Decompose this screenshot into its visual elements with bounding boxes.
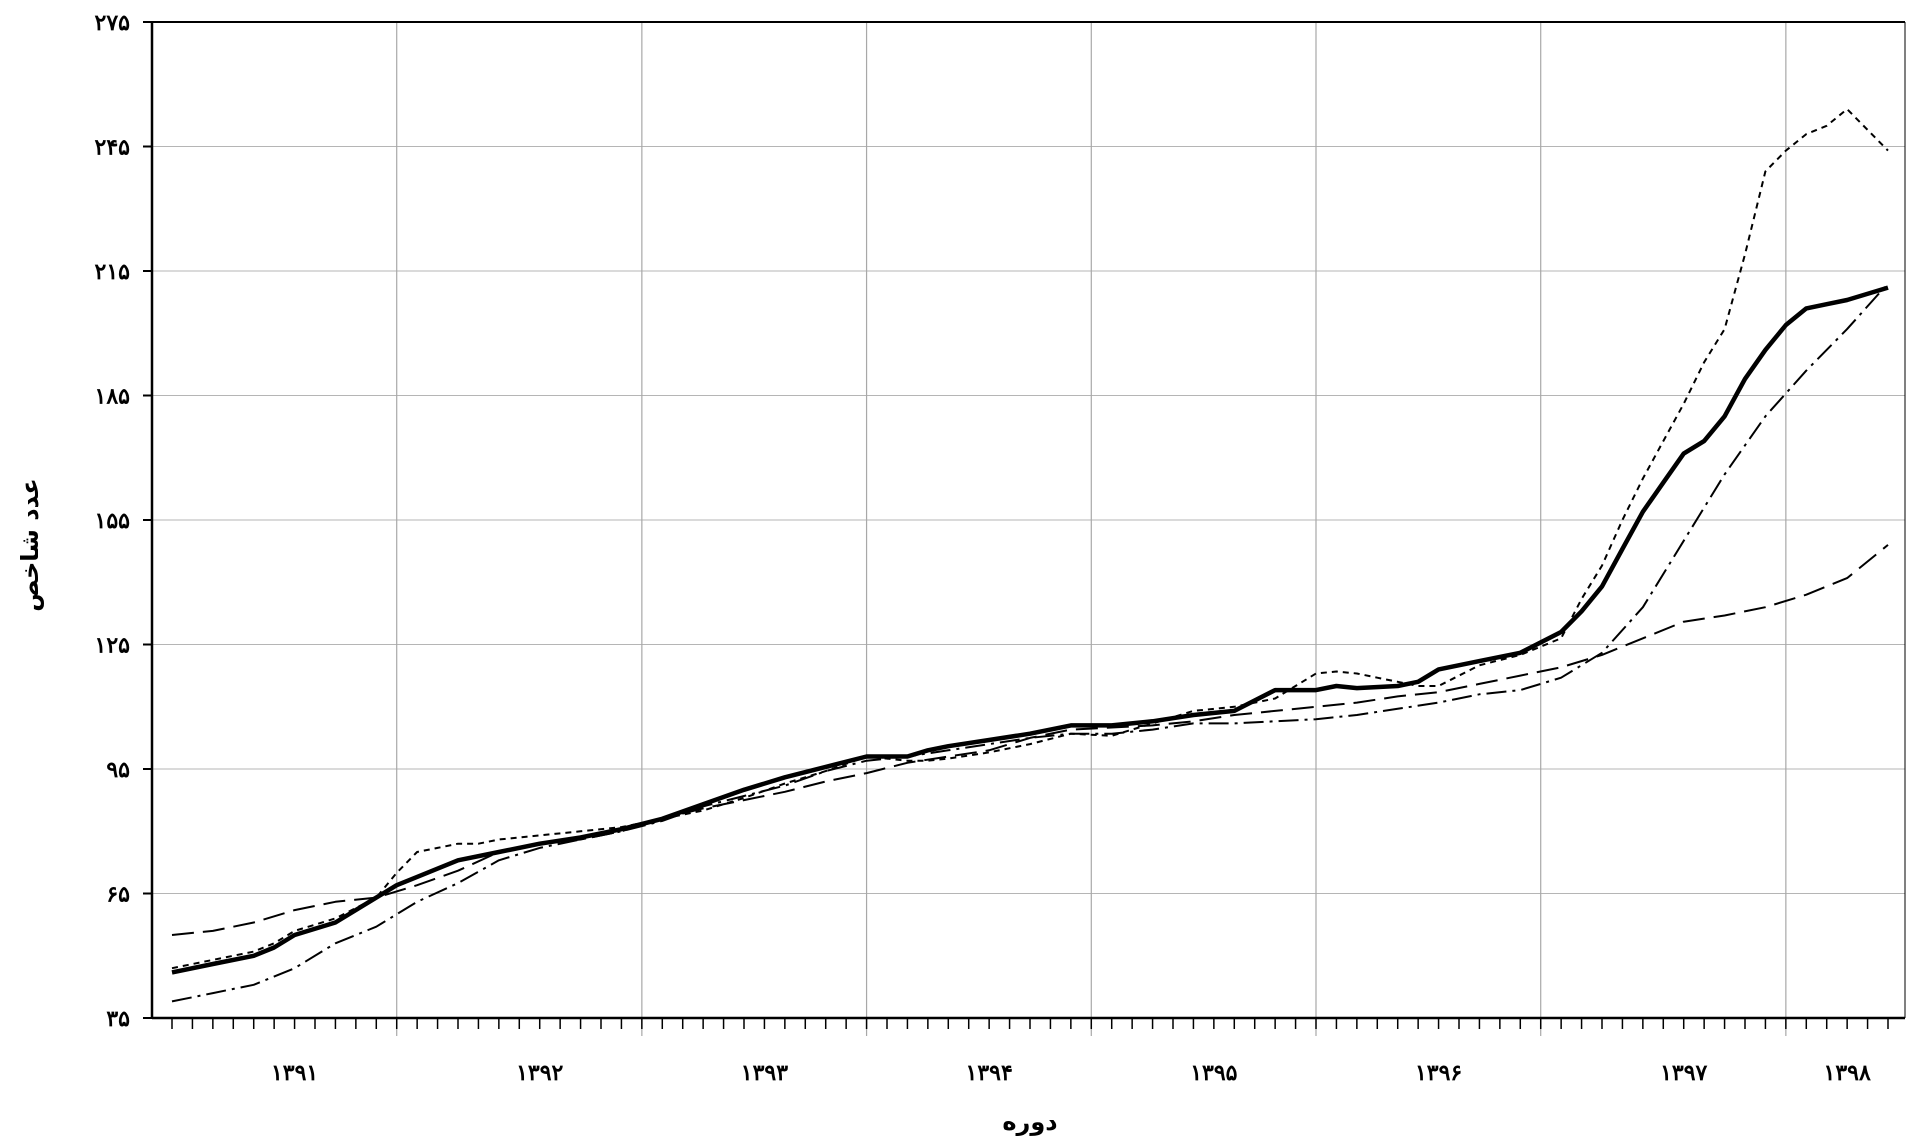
x-tick-label: ۱۳۹۸: [1824, 1060, 1871, 1086]
y-tick-label: ۲۷۵: [95, 10, 131, 36]
tick-labels: ۳۵ ۶۵ ۹۵ ۱۲۵ ۱۵۵ ۱۸۵ ۲۱۵ ۲۴۵ ۲۷۵ ۱۳۹۱ ۱۳۹۲ ۱۳۹۳ ۱۳۹۴…: [95, 10, 1871, 1086]
x-tick-label: ۱۳۹۶: [1415, 1060, 1462, 1086]
y-tick-label: ۳۵: [106, 1006, 130, 1032]
y-axis-title: عدد شاخص: [16, 478, 44, 612]
x-tick-label: ۱۳۹۳: [741, 1060, 788, 1086]
x-tick-label: ۱۳۹۲: [516, 1060, 563, 1086]
x-tick-label: ۱۳۹۴: [966, 1060, 1013, 1086]
y-tick-label: ۲۴۵: [95, 135, 131, 161]
series-line-4: [171, 544, 1889, 936]
y-tick-label: ۲۱۵: [95, 259, 131, 285]
x-axis-title: دوره: [1002, 1108, 1057, 1136]
y-tick-label: ۱۵۵: [95, 508, 131, 534]
x-tick-label: ۱۳۹۷: [1660, 1060, 1707, 1086]
series-lines: [171, 108, 1889, 1003]
x-tick-label: ۱۳۹۱: [271, 1060, 318, 1086]
axes: [143, 21, 1906, 1029]
x-tick-label: ۱۳۹۵: [1190, 1060, 1237, 1086]
series-line-3: [171, 282, 1889, 1003]
y-tick-label: ۶۵: [106, 882, 130, 908]
y-tick-label: ۱۸۵: [95, 384, 131, 410]
y-tick-label: ۱۲۵: [95, 633, 131, 659]
series-line-1: [171, 285, 1889, 975]
y-tick-label: ۹۵: [106, 757, 130, 783]
grid-lines: [152, 21, 1905, 1036]
